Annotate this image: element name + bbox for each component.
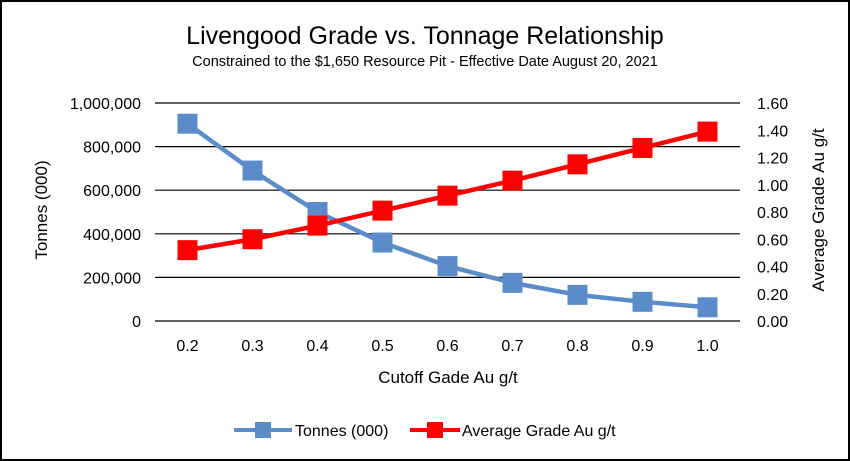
series-layer (177, 113, 718, 318)
data-point-grade (632, 137, 653, 158)
y-tick-label-left: 800,000 (83, 140, 141, 157)
legend: Tonnes (000) Average Grade Au g/t (234, 422, 616, 440)
data-point-tonnes (372, 232, 393, 253)
y-tick-label-left: 400,000 (83, 227, 141, 244)
data-point-grade (567, 154, 588, 175)
data-point-grade (502, 170, 523, 191)
data-point-tonnes (567, 284, 588, 305)
data-point-grade (242, 229, 263, 250)
legend-item-tonnes: Tonnes (000) (234, 422, 388, 440)
legend-marker-grade (427, 422, 443, 438)
x-tick-label: 0.2 (176, 338, 198, 355)
legend-marker-tonnes (255, 422, 271, 438)
legend-label-grade: Average Grade Au g/t (462, 423, 616, 440)
x-axis-label: Cutoff Gade Au g/t (378, 368, 518, 387)
data-point-tonnes (437, 256, 458, 277)
y-tick-label-right: 0.20 (757, 287, 788, 304)
y-tick-label-right: 1.20 (757, 151, 788, 168)
gridlines (155, 102, 740, 322)
y-axis-label-left: Tonnes (000) (32, 160, 51, 259)
chart-title: Livengood Grade vs. Tonnage Relationship (186, 22, 664, 50)
x-tick-label: 0.3 (241, 338, 263, 355)
x-tick-label: 0.7 (501, 338, 523, 355)
y-tick-label-right: 0.40 (757, 260, 788, 277)
y-axis-label-right: Average Grade Au g/t (809, 128, 828, 291)
axis-labels: Cutoff Gade Au g/t Tonnes (000) Average … (32, 128, 828, 387)
y-tick-label-right: 0.00 (757, 314, 788, 331)
data-point-grade (697, 121, 718, 142)
legend-label-tonnes: Tonnes (000) (295, 423, 388, 440)
x-tick-label: 0.4 (306, 338, 328, 355)
data-point-tonnes (242, 160, 263, 181)
axes: 0 200,000 400,000 600,000 800,000 1,000,000 0.… (70, 96, 788, 355)
data-point-tonnes (502, 272, 523, 293)
y-tick-label-right: 0.60 (757, 232, 788, 249)
x-tick-label: 0.8 (566, 338, 588, 355)
data-point-grade (307, 215, 328, 236)
y-tick-label-left: 0 (132, 314, 141, 331)
y-tick-label-left: 600,000 (83, 183, 141, 200)
y-tick-label-left: 1,000,000 (70, 96, 141, 113)
y-tick-label-right: 0.80 (757, 205, 788, 222)
legend-item-grade: Average Grade Au g/t (410, 422, 616, 440)
data-point-tonnes (697, 297, 718, 318)
x-tick-label: 0.9 (631, 338, 653, 355)
data-point-grade (177, 240, 198, 261)
x-tick-label: 0.6 (436, 338, 458, 355)
x-tick-label: 1.0 (696, 338, 718, 355)
y-tick-label-right: 1.60 (757, 96, 788, 113)
data-point-tonnes (632, 291, 653, 312)
y-tick-label-right: 1.00 (757, 178, 788, 195)
data-point-grade (437, 185, 458, 206)
data-point-tonnes (177, 113, 198, 134)
y-tick-label-left: 200,000 (83, 270, 141, 287)
chart-subtitle: Constrained to the $1,650 Resource Pit -… (192, 54, 658, 70)
x-tick-label: 0.5 (371, 338, 393, 355)
data-point-grade (372, 200, 393, 221)
y-tick-label-right: 1.40 (757, 123, 788, 140)
